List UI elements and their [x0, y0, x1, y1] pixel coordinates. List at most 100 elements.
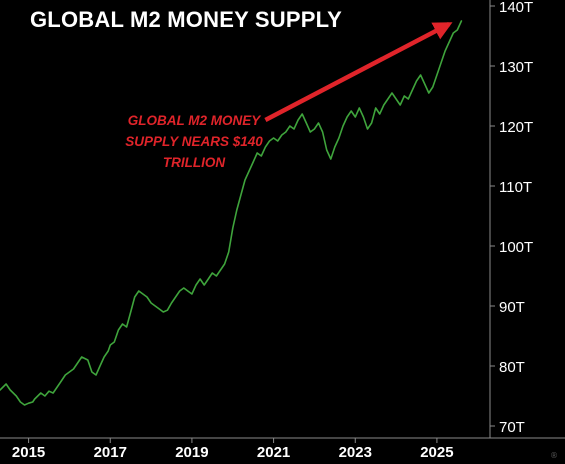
data-point	[416, 80, 418, 82]
data-point	[314, 128, 316, 130]
data-point	[355, 116, 357, 118]
data-point	[228, 251, 230, 253]
y-tick-label: 120T	[499, 119, 533, 136]
data-point	[187, 290, 189, 292]
plot-area	[0, 20, 463, 406]
x-tick-label: 2021	[257, 444, 290, 461]
data-point	[212, 272, 214, 274]
data-point	[208, 278, 210, 280]
data-point	[103, 356, 105, 358]
data-point	[371, 122, 373, 124]
data-point	[87, 359, 89, 361]
y-tick-label: 90T	[499, 299, 525, 316]
data-point	[461, 20, 463, 22]
data-point	[138, 290, 140, 292]
x-tick-label: 2019	[175, 444, 208, 461]
data-point	[9, 389, 11, 391]
data-point	[69, 371, 71, 373]
data-point	[444, 50, 446, 52]
x-tick-label: 2015	[12, 444, 45, 461]
data-point	[203, 284, 205, 286]
data-point	[44, 395, 46, 397]
x-tick-label: 2025	[420, 444, 453, 461]
annotation-line: GLOBAL M2 MONEY	[127, 113, 261, 128]
data-point	[334, 146, 336, 148]
data-point	[122, 323, 124, 325]
data-point	[130, 311, 132, 313]
data-point	[387, 98, 389, 100]
data-point	[56, 386, 58, 388]
annotation-arrow	[264, 22, 453, 122]
data-point	[28, 402, 30, 404]
data-point	[379, 113, 381, 115]
data-point	[126, 326, 128, 328]
y-tick-label: 130T	[499, 59, 533, 76]
data-point	[375, 107, 377, 109]
data-point	[297, 119, 299, 121]
data-point	[244, 179, 246, 181]
data-point	[118, 329, 120, 331]
data-point	[61, 380, 63, 382]
data-point	[240, 194, 242, 196]
data-point	[77, 362, 79, 364]
data-point	[99, 365, 101, 367]
data-point	[40, 392, 42, 394]
data-point	[399, 104, 401, 106]
data-point	[440, 62, 442, 64]
data-point	[32, 401, 34, 403]
data-point	[453, 32, 455, 34]
data-point	[167, 309, 169, 311]
data-point	[424, 83, 426, 85]
data-point	[24, 404, 26, 406]
data-point	[146, 296, 148, 298]
data-point	[457, 29, 459, 31]
data-point	[91, 371, 93, 373]
data-point	[73, 368, 75, 370]
data-point	[191, 293, 193, 295]
data-point	[408, 98, 410, 100]
data-point	[163, 311, 165, 313]
data-point	[236, 209, 238, 211]
data-point	[195, 284, 197, 286]
data-point	[330, 158, 332, 160]
data-point	[107, 350, 109, 352]
data-point	[179, 290, 181, 292]
data-point	[95, 374, 97, 376]
data-point	[404, 95, 406, 97]
data-point	[326, 149, 328, 151]
y-tick-label: 80T	[499, 359, 525, 376]
data-point	[224, 263, 226, 265]
data-point	[5, 383, 7, 385]
data-point	[110, 344, 112, 346]
data-point	[142, 293, 144, 295]
data-point	[436, 74, 438, 76]
data-point	[293, 128, 295, 130]
data-point	[52, 392, 54, 394]
data-point	[216, 275, 218, 277]
data-point	[159, 308, 161, 310]
data-point	[383, 104, 385, 106]
data-point	[363, 116, 365, 118]
data-point	[391, 92, 393, 94]
data-point	[301, 113, 303, 115]
y-tick-label: 140T	[499, 0, 533, 16]
data-point	[412, 89, 414, 91]
data-point	[134, 296, 136, 298]
data-point	[34, 398, 36, 400]
data-point	[395, 98, 397, 100]
y-tick-label: 110T	[499, 179, 532, 196]
data-point	[318, 122, 320, 124]
chart-title: GLOBAL M2 MONEY SUPPLY	[30, 7, 343, 32]
data-point	[306, 122, 308, 124]
data-point	[350, 110, 352, 112]
data-point	[359, 107, 361, 109]
data-point	[432, 86, 434, 88]
y-tick-label: 100T	[499, 239, 533, 256]
data-point	[420, 74, 422, 76]
data-point	[81, 356, 83, 358]
data-point	[15, 395, 17, 397]
data-point	[232, 227, 234, 229]
